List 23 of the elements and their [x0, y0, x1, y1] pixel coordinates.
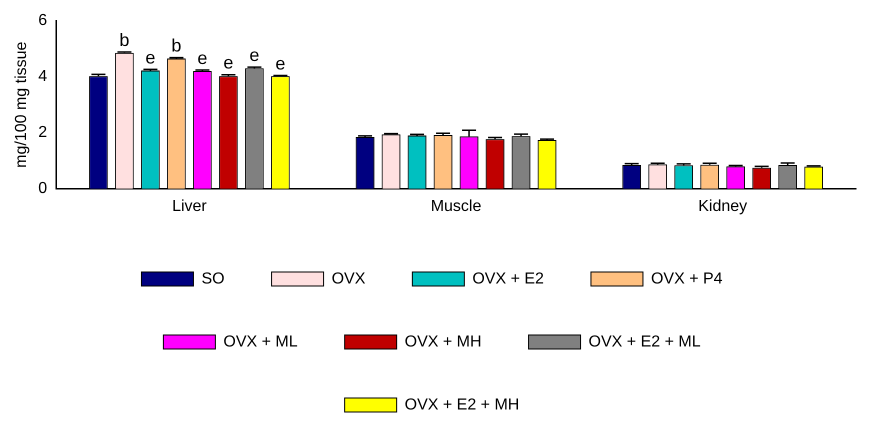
x-tick-label: Muscle [430, 198, 482, 215]
legend-label: OVX + MH [404, 333, 482, 350]
legend-label: OVX + E2 [472, 270, 544, 288]
x-tick-label: Liver [172, 198, 208, 215]
y-tick-label: 4 [38, 68, 48, 86]
data-label: b [171, 36, 182, 56]
legend-label: OVX [332, 270, 366, 288]
data-label: e [249, 45, 260, 66]
legend-label: OVX + E2 + ML [588, 333, 701, 350]
y-tick-label: 0 [38, 180, 48, 198]
data-label: e [223, 52, 234, 73]
y-axis-title: mg/100 mg tissue [13, 41, 30, 168]
data-label: e [145, 47, 156, 68]
data-label: b [119, 30, 130, 50]
data-label: e [197, 48, 208, 68]
legend-label: SO [201, 270, 225, 288]
legend-label: OVX + P4 [650, 270, 723, 288]
y-tick-label: 2 [38, 124, 48, 142]
legend-label: OVX + E2 + MH [404, 396, 520, 414]
data-label: e [275, 54, 286, 74]
y-tick-label: 6 [38, 12, 48, 30]
legend-label: OVX + ML [223, 333, 298, 350]
x-tick-label: Kidney [698, 198, 748, 215]
